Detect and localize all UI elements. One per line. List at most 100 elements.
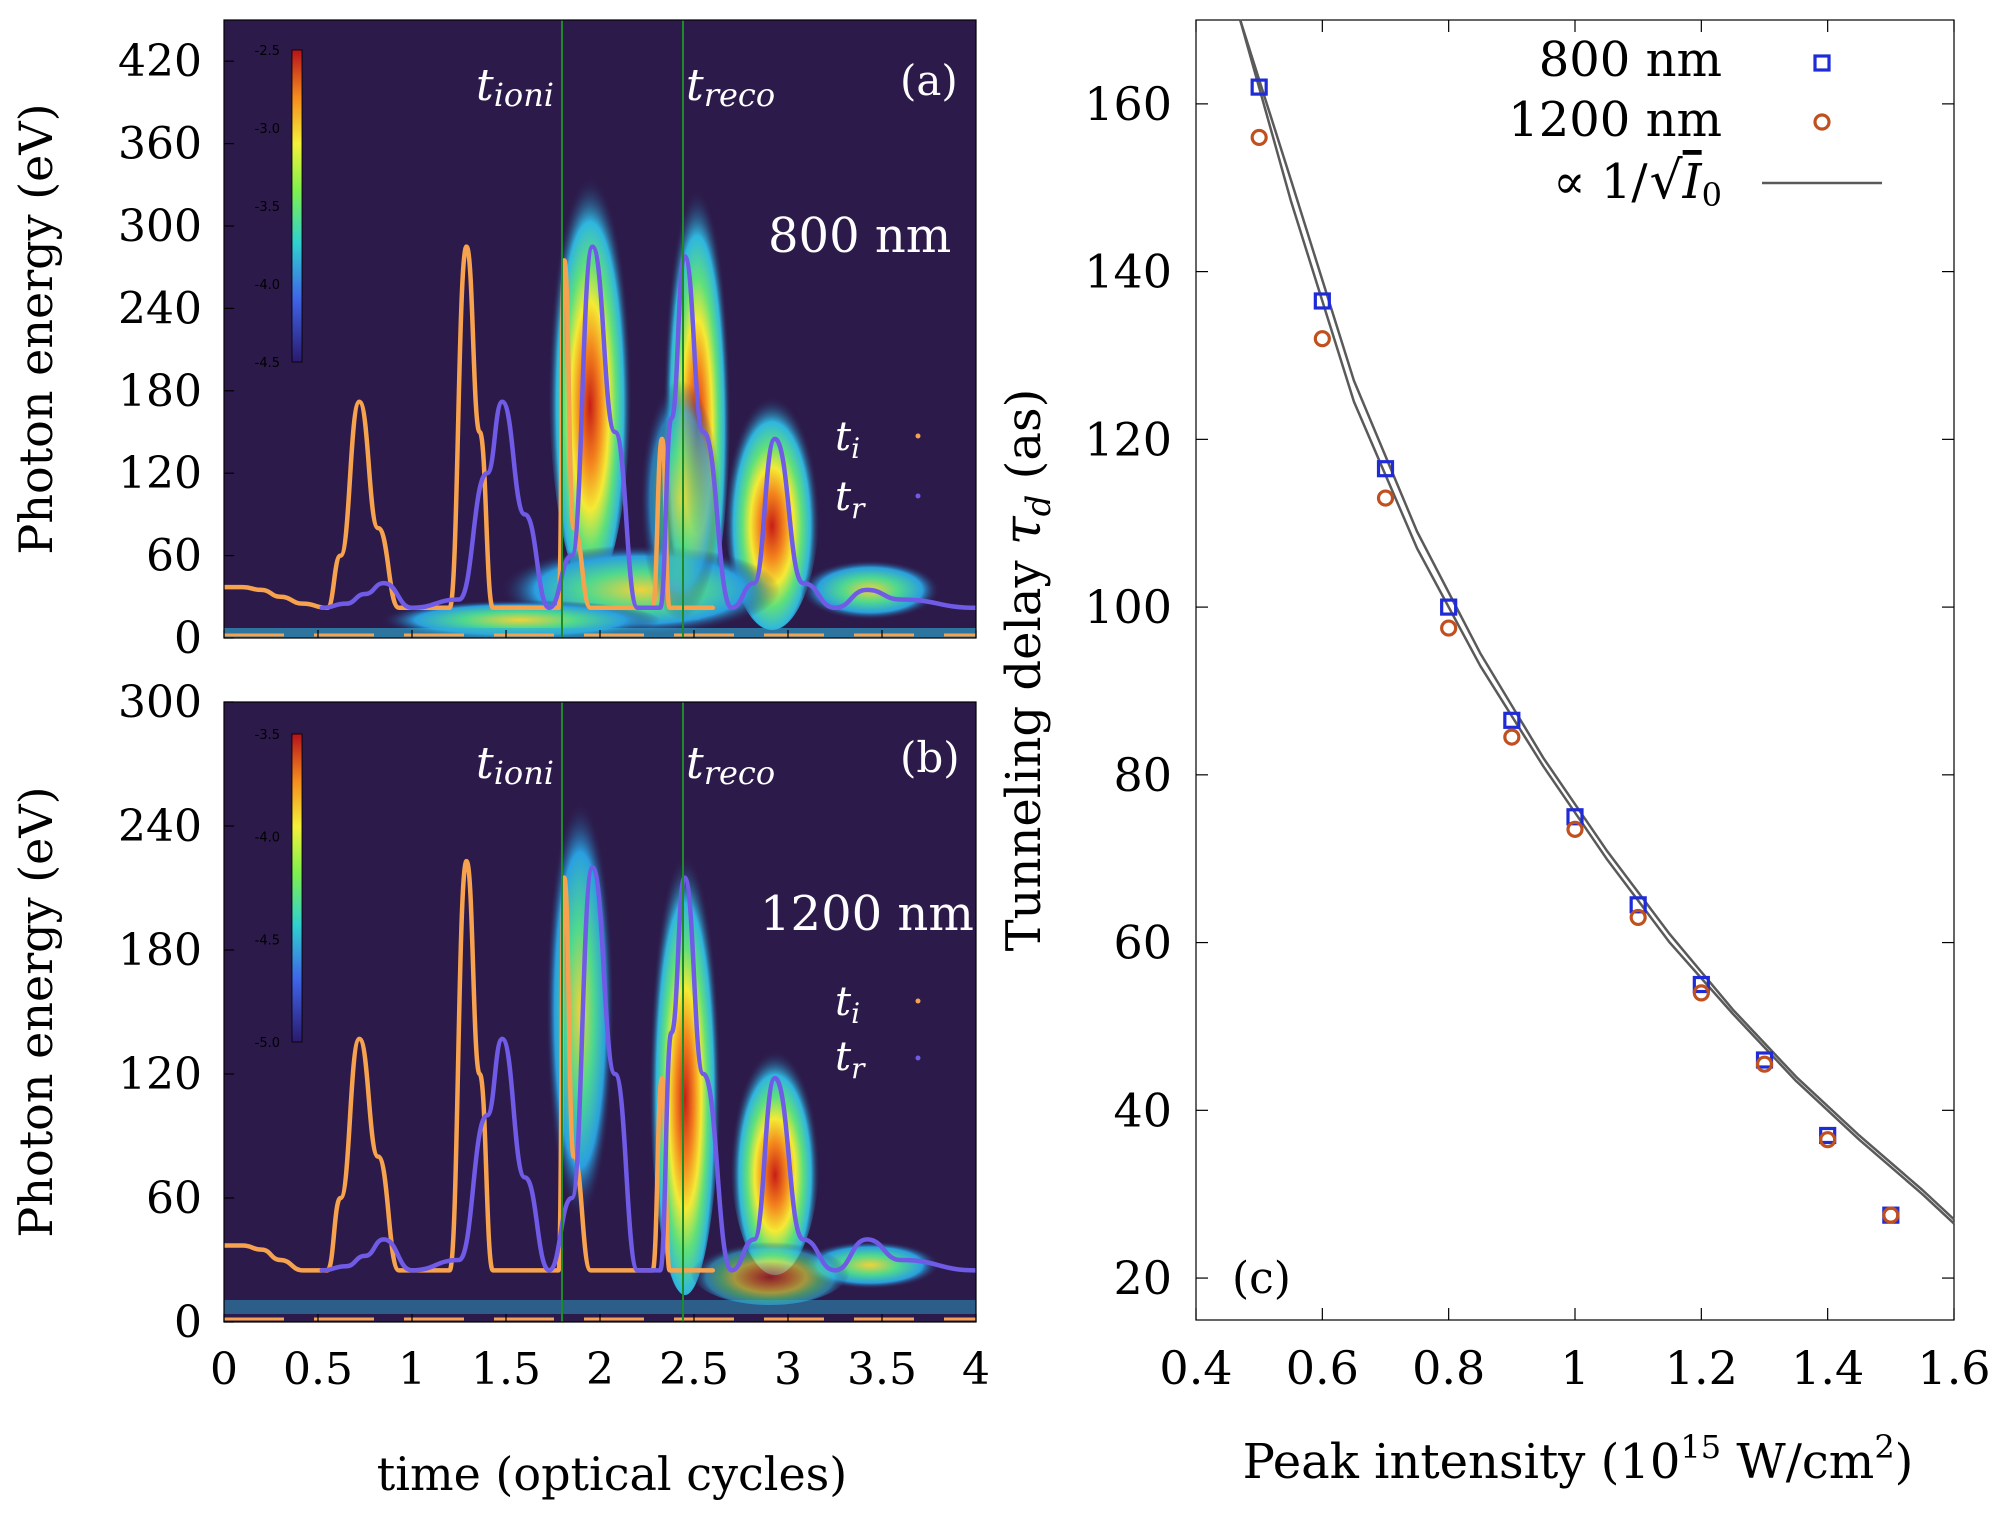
data-point-1200nm bbox=[1629, 908, 1647, 927]
panel-b: -3.5 -4.0 -4.5 -5.0 tioni treco (b) 1200 nm… bbox=[9, 677, 990, 1501]
colorbar-tick-label: -3.0 bbox=[255, 122, 280, 137]
x-tick-label: 2 bbox=[586, 1344, 614, 1395]
panel-b-colorbar bbox=[291, 733, 303, 1043]
y-tick-label: 60 bbox=[146, 531, 202, 582]
y-tick-label: 240 bbox=[118, 801, 202, 852]
data-point-800nm bbox=[1250, 78, 1268, 96]
legend-entry-fit: ∝ 1/√I0 bbox=[1553, 151, 1722, 214]
data-point-800nm bbox=[1440, 598, 1458, 616]
data-point-800nm bbox=[1692, 975, 1710, 994]
panel-c-ticks: 20 40 60 80 100 120 140 160 0.4 0.6 0.8 1 1.2 1.4 1.6 bbox=[1084, 20, 1991, 1395]
y-tick-label: 60 bbox=[146, 1173, 202, 1224]
panel-a-label: (a) bbox=[900, 56, 958, 105]
panel-b-t-ioni-label: tioni bbox=[476, 738, 554, 792]
x-tick-label: 2.5 bbox=[659, 1344, 729, 1395]
panel-b-legend-ti-swatch bbox=[915, 998, 921, 1004]
x-tick-label: 3.5 bbox=[847, 1344, 917, 1395]
legend-marker-1200nm bbox=[1813, 113, 1831, 131]
colorbar-tick-label: -4.5 bbox=[255, 356, 280, 371]
series-line-t_r bbox=[319, 865, 976, 1273]
x-tick-label: 0 bbox=[210, 1344, 238, 1395]
panel-b-y-axis-label: Photon energy (eV) bbox=[9, 786, 63, 1237]
y-tick-label: 420 bbox=[118, 36, 202, 87]
panel-a-t-ioni-label: tioni bbox=[476, 60, 554, 114]
y-tick-label: 160 bbox=[1084, 77, 1172, 131]
y-tick-label: 60 bbox=[1113, 916, 1172, 970]
colorbar-tick-label: -2.5 bbox=[255, 44, 280, 59]
panel-b-label: (b) bbox=[900, 733, 960, 782]
legend-entry-1200nm: 1200 nm bbox=[1508, 92, 1722, 148]
y-tick-label: 120 bbox=[1084, 412, 1172, 466]
colorbar-tick-label: -5.0 bbox=[255, 1036, 280, 1051]
panel-c-x-axis-label: Peak intensity (1015 W/cm2) bbox=[1243, 1428, 1914, 1490]
data-point-1200nm bbox=[1692, 984, 1710, 1002]
panel-b-x-axis-label: time (optical cycles) bbox=[377, 1447, 847, 1501]
y-tick-label: 120 bbox=[118, 448, 202, 499]
data-point-1200nm bbox=[1503, 728, 1521, 746]
series-line-t_r bbox=[319, 244, 976, 611]
panel-b-t-reco-label: treco bbox=[686, 738, 775, 792]
panel-b-legend-ti: ti bbox=[835, 979, 860, 1030]
colorbar-tick-label: -4.5 bbox=[255, 933, 280, 948]
panel-a-t-reco-label: treco bbox=[686, 60, 775, 114]
x-tick-label: 1.4 bbox=[1791, 1341, 1864, 1395]
y-tick-label: 40 bbox=[1113, 1083, 1172, 1137]
data-point-1200nm bbox=[1440, 619, 1458, 637]
legend-entry-800nm: 800 nm bbox=[1539, 32, 1722, 88]
x-tick-label: 1.6 bbox=[1917, 1341, 1990, 1395]
data-point-800nm bbox=[1376, 460, 1395, 478]
panel-c-points bbox=[1250, 78, 1900, 1224]
panel-b-wavelength-label: 1200 nm bbox=[760, 886, 974, 942]
colorbar-tick-label: -4.0 bbox=[255, 831, 280, 846]
fit-curve-1 bbox=[1239, 19, 1955, 1225]
colorbar-tick-label: -3.5 bbox=[255, 728, 280, 743]
panel-a-y-ticks: 0 60 120 180 240 300 360 420 bbox=[118, 36, 977, 664]
fit-curve-2 bbox=[1239, 19, 1955, 1221]
x-tick-label: 0.4 bbox=[1159, 1341, 1232, 1395]
x-tick-label: 0.8 bbox=[1412, 1341, 1485, 1395]
y-tick-label: 360 bbox=[118, 119, 202, 170]
panel-c-y-axis-label: Tunneling delay τd (as) bbox=[993, 389, 1059, 952]
x-tick-label: 1 bbox=[1560, 1341, 1589, 1395]
y-tick-label: 300 bbox=[118, 677, 202, 728]
colorbar-tick-label: -4.0 bbox=[255, 278, 280, 293]
panel-c-label: (c) bbox=[1232, 1253, 1291, 1304]
data-point-1200nm bbox=[1819, 1131, 1837, 1149]
colorbar-tick-label: -3.5 bbox=[255, 200, 280, 215]
x-tick-label: 1.5 bbox=[471, 1344, 541, 1395]
y-tick-label: 20 bbox=[1113, 1251, 1172, 1305]
data-point-1200nm bbox=[1566, 820, 1584, 838]
x-tick-label: 3 bbox=[774, 1344, 802, 1395]
panel-b-x-ticks: 0 0.5 1 1.5 2 2.5 3 3.5 4 bbox=[210, 1344, 990, 1395]
panel-a-colorbar bbox=[291, 49, 303, 363]
panel-b-y-ticks: 0 60 120 180 240 300 bbox=[118, 677, 977, 1348]
panel-a-legend-tr-swatch bbox=[915, 493, 921, 499]
x-tick-label: 0.5 bbox=[283, 1344, 353, 1395]
x-tick-label: 0.6 bbox=[1286, 1341, 1359, 1395]
x-tick-label: 4 bbox=[962, 1344, 990, 1395]
data-point-1200nm bbox=[1755, 1055, 1774, 1073]
panel-a-legend-ti-swatch bbox=[915, 433, 921, 439]
data-point-1200nm bbox=[1313, 330, 1331, 348]
x-tick-label: 1 bbox=[398, 1344, 426, 1395]
y-tick-label: 120 bbox=[118, 1049, 202, 1100]
y-tick-label: 100 bbox=[1084, 580, 1172, 634]
y-tick-label: 0 bbox=[174, 1297, 202, 1348]
y-tick-label: 180 bbox=[118, 925, 202, 976]
y-tick-label: 80 bbox=[1113, 748, 1172, 802]
x-tick-label: 1.2 bbox=[1665, 1341, 1738, 1395]
y-tick-label: 180 bbox=[118, 366, 202, 417]
panel-a-legend-tr: tr bbox=[835, 474, 866, 525]
panel-a: -2.5 -3.0 -3.5 -4.0 -4.5 tioni treco (a) 800… bbox=[9, 19, 977, 664]
panel-a-y-axis-label: Photon energy (eV) bbox=[9, 103, 63, 554]
y-tick-label: 240 bbox=[118, 283, 202, 334]
panel-b-colorbar-ticks: -3.5 -4.0 -4.5 -5.0 bbox=[255, 728, 280, 1051]
data-point-1200nm bbox=[1882, 1206, 1900, 1224]
legend-marker-800nm bbox=[1813, 54, 1831, 72]
data-point-800nm bbox=[1503, 711, 1521, 729]
data-point-800nm bbox=[1313, 292, 1331, 310]
panel-a-wavelength-label: 800 nm bbox=[768, 208, 951, 264]
panel-a-legend-ti: ti bbox=[835, 414, 860, 465]
